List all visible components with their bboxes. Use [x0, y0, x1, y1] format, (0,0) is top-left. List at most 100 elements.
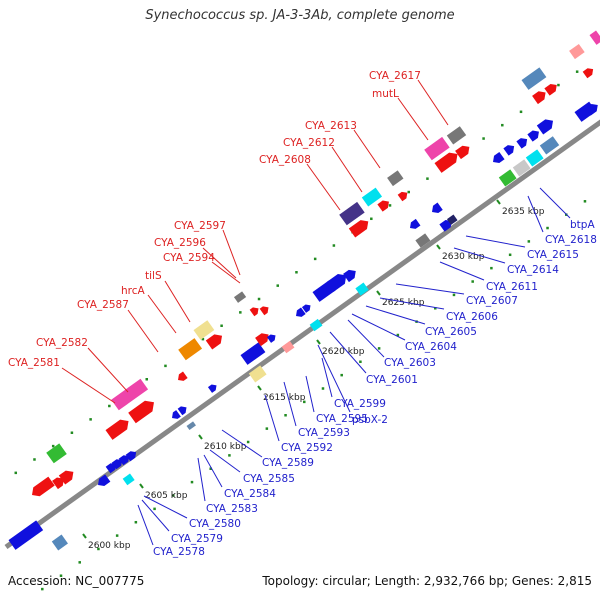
gene-label[interactable]: CYA_2608: [259, 154, 311, 166]
gene-label[interactable]: CYA_2594: [163, 252, 215, 264]
gene-feature[interactable]: [490, 151, 505, 166]
gene-feature[interactable]: [527, 128, 541, 142]
gene-feature[interactable]: [348, 217, 372, 238]
gene-feature[interactable]: [233, 291, 247, 303]
gene-feature[interactable]: [544, 81, 559, 96]
gene-shape[interactable]: [377, 198, 391, 212]
gene-feature[interactable]: [301, 303, 313, 313]
gene-label[interactable]: mutL: [372, 88, 399, 100]
gene-shape[interactable]: [512, 159, 531, 177]
gene-feature[interactable]: [178, 338, 203, 361]
gene-shape[interactable]: [266, 333, 278, 343]
gene-label[interactable]: CYA_2617: [369, 70, 421, 82]
gene-shape[interactable]: [521, 67, 547, 90]
gene-shape[interactable]: [387, 170, 404, 187]
gene-feature[interactable]: [281, 340, 295, 354]
gene-feature[interactable]: [339, 201, 365, 226]
gene-feature[interactable]: [455, 143, 472, 160]
gene-shape[interactable]: [240, 342, 266, 365]
gene-feature[interactable]: [582, 66, 596, 79]
gene-label[interactable]: tilS: [145, 270, 162, 282]
gene-feature[interactable]: [525, 149, 544, 167]
gene-label[interactable]: CYA_2614: [507, 264, 559, 276]
gene-shape[interactable]: [439, 217, 454, 232]
gene-shape[interactable]: [415, 233, 431, 248]
gene-shape[interactable]: [259, 304, 271, 316]
gene-feature[interactable]: [105, 461, 119, 474]
gene-feature[interactable]: [569, 43, 585, 60]
gene-feature[interactable]: [255, 330, 271, 347]
gene-label[interactable]: CYA_2580: [189, 518, 241, 530]
gene-shape[interactable]: [233, 291, 247, 303]
gene-feature[interactable]: [355, 282, 369, 296]
gene-label[interactable]: btpA: [570, 219, 595, 231]
gene-shape[interactable]: [111, 457, 125, 470]
gene-feature[interactable]: [125, 449, 139, 462]
gene-feature[interactable]: [46, 443, 67, 464]
gene-label[interactable]: CYA_2606: [446, 311, 498, 323]
gene-shape[interactable]: [170, 410, 181, 421]
gene-shape[interactable]: [527, 128, 541, 142]
gene-feature[interactable]: [512, 159, 531, 177]
gene-feature[interactable]: [387, 170, 404, 187]
gene-feature[interactable]: [176, 371, 188, 384]
gene-label[interactable]: CYA_2601: [366, 374, 418, 386]
gene-feature[interactable]: [343, 267, 359, 283]
gene-shape[interactable]: [446, 126, 467, 145]
gene-feature[interactable]: [111, 457, 125, 470]
gene-label[interactable]: CYA_2604: [405, 341, 457, 353]
gene-label[interactable]: CYA_2618: [545, 234, 597, 246]
gene-label[interactable]: CYA_2612: [283, 137, 335, 149]
gene-label[interactable]: CYA_2578: [153, 546, 205, 558]
gene-label[interactable]: CYA_2605: [425, 326, 477, 338]
gene-shape[interactable]: [281, 340, 295, 354]
gene-label[interactable]: CYA_2587: [77, 299, 129, 311]
gene-shape[interactable]: [294, 307, 306, 320]
gene-feature[interactable]: [240, 342, 266, 365]
gene-shape[interactable]: [255, 330, 271, 347]
gene-feature[interactable]: [95, 474, 111, 488]
gene-label[interactable]: CYA_2589: [262, 457, 314, 469]
gene-shape[interactable]: [434, 149, 462, 173]
gene-shape[interactable]: [309, 318, 323, 332]
gene-label[interactable]: CYA_2607: [466, 295, 518, 307]
gene-shape[interactable]: [348, 217, 372, 238]
gene-shape[interactable]: [128, 397, 158, 424]
gene-feature[interactable]: [177, 404, 189, 416]
gene-feature[interactable]: [439, 217, 454, 232]
gene-feature[interactable]: [29, 476, 55, 500]
gene-feature[interactable]: [52, 475, 67, 490]
gene-feature[interactable]: [259, 304, 271, 316]
gene-shape[interactable]: [193, 320, 215, 340]
gene-shape[interactable]: [585, 101, 600, 116]
gene-shape[interactable]: [503, 143, 516, 156]
gene-shape[interactable]: [186, 421, 196, 431]
gene-shape[interactable]: [326, 270, 350, 292]
gene-shape[interactable]: [429, 202, 443, 216]
gene-shape[interactable]: [122, 473, 135, 486]
gene-shape[interactable]: [424, 136, 450, 161]
gene-shape[interactable]: [52, 475, 67, 490]
gene-feature[interactable]: [539, 136, 560, 155]
gene-label[interactable]: CYA_2585: [243, 473, 295, 485]
gene-feature[interactable]: [207, 383, 219, 393]
gene-feature[interactable]: [516, 136, 529, 149]
gene-feature[interactable]: [446, 126, 467, 145]
gene-feature[interactable]: [248, 365, 267, 383]
gene-feature[interactable]: [589, 30, 600, 45]
gene-feature[interactable]: [532, 88, 548, 105]
gene-shape[interactable]: [51, 534, 68, 551]
gene-shape[interactable]: [248, 365, 267, 383]
gene-shape[interactable]: [95, 474, 111, 488]
gene-feature[interactable]: [424, 136, 450, 161]
gene-feature[interactable]: [536, 116, 556, 135]
gene-shape[interactable]: [46, 443, 67, 464]
gene-label[interactable]: CYA_2583: [206, 503, 258, 515]
gene-shape[interactable]: [105, 461, 119, 474]
gene-shape[interactable]: [397, 190, 410, 202]
gene-feature[interactable]: [326, 270, 350, 292]
gene-shape[interactable]: [8, 520, 44, 550]
gene-shape[interactable]: [490, 151, 505, 166]
gene-feature[interactable]: [397, 190, 410, 202]
gene-feature[interactable]: [249, 305, 261, 317]
